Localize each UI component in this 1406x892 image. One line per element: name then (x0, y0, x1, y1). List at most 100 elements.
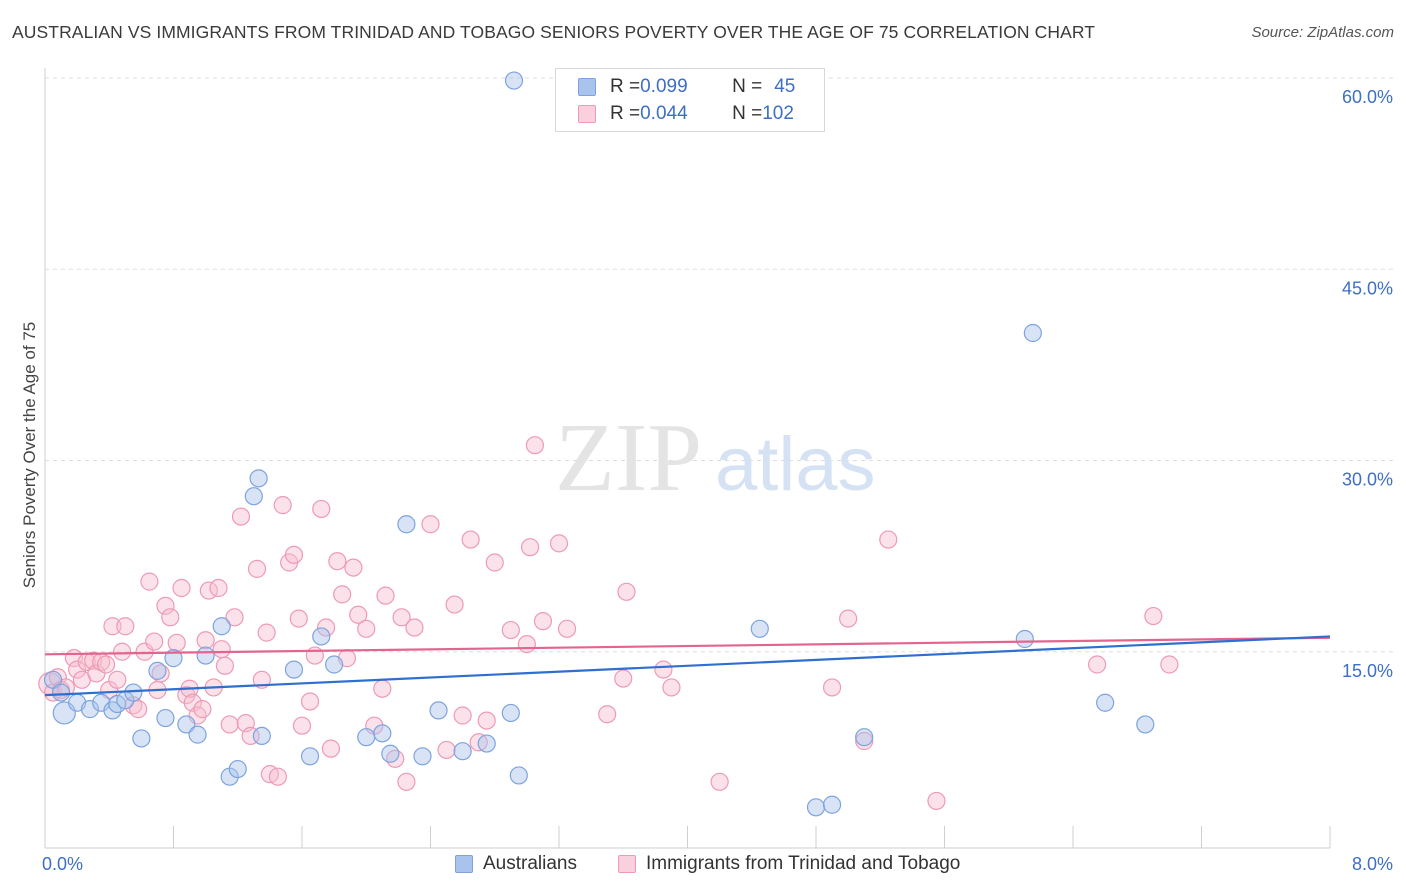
data-point (325, 655, 344, 674)
data-point (252, 726, 271, 746)
data-point (839, 609, 858, 628)
data-point (710, 772, 729, 791)
legend-swatch-pink (578, 105, 596, 123)
data-point (421, 515, 440, 534)
data-point (193, 700, 212, 719)
data-point (196, 631, 215, 650)
data-point (284, 545, 304, 564)
data-point (386, 749, 405, 768)
data-point (501, 620, 520, 640)
data-point (445, 595, 464, 614)
data-point (300, 692, 320, 711)
data-point (124, 683, 143, 702)
data-point (177, 715, 196, 734)
data-point (1160, 655, 1179, 674)
y-axis-label: Seniors Poverty Over the Age of 75 (20, 322, 39, 588)
correlation-legend: R = 0.099 N = 45 R = 0.044 N = 102 (555, 68, 825, 132)
data-point (806, 798, 826, 817)
trend-lines (44, 635, 1331, 697)
x-tick-label: 8.0% (1352, 854, 1393, 874)
data-point (80, 700, 100, 719)
data-point (247, 559, 267, 578)
data-point (429, 701, 448, 720)
data-point (196, 646, 215, 665)
data-point (453, 706, 472, 725)
data-point (927, 791, 946, 811)
data-point (1087, 655, 1107, 674)
data-point (212, 640, 231, 659)
legend-swatch-blue (578, 78, 596, 96)
data-point (140, 572, 159, 591)
watermark-atlas: atlas (715, 422, 876, 507)
bottom-legend-trinidad: Immigrants from Trinidad and Tobago (618, 851, 960, 877)
data-point (220, 715, 239, 734)
bottom-swatch-pink (618, 855, 636, 873)
data-point (156, 708, 175, 728)
y-tick-label: 60.0% (1342, 87, 1393, 107)
data-point (357, 619, 376, 638)
data-point (321, 739, 341, 758)
data-point (273, 496, 292, 515)
data-point (405, 618, 424, 637)
bottom-legend-australians: Australians (455, 851, 577, 877)
trend-line-trinidad (44, 636, 1331, 656)
data-point (148, 661, 167, 680)
data-point (145, 632, 164, 651)
data-point (51, 683, 71, 702)
data-point (461, 530, 480, 549)
legend-r-value: 0.044 (640, 103, 688, 124)
data-point (662, 678, 681, 697)
data-point (156, 596, 175, 615)
y-tick-label: 45.0% (1342, 278, 1393, 298)
data-point (284, 660, 304, 679)
data-point (1136, 715, 1155, 734)
data-point (96, 655, 116, 674)
data-point (292, 716, 312, 735)
legend-r-label: R = (610, 103, 641, 124)
bottom-swatch-blue (455, 855, 473, 873)
data-point (289, 609, 308, 628)
data-point (305, 646, 324, 665)
chart-title: AUSTRALIAN VS IMMIGRANTS FROM TRINIDAD A… (12, 22, 1096, 42)
data-point (357, 728, 376, 747)
data-point (161, 608, 180, 627)
data-point (68, 660, 87, 679)
data-point (520, 538, 540, 557)
data-point (1015, 629, 1034, 649)
data-point (103, 617, 122, 636)
data-point (477, 711, 496, 730)
data-point (268, 767, 288, 786)
data-point (437, 740, 456, 760)
bottom-legend-label: Immigrants from Trinidad and Tobago (646, 853, 961, 874)
data-point (228, 759, 247, 779)
x-tick-labels: 0.0% 8.0% (42, 854, 1393, 874)
legend-r-value: 0.099 (640, 76, 688, 97)
trend-line-australians (44, 635, 1331, 697)
y-tick-label: 30.0% (1342, 470, 1393, 490)
data-point (397, 772, 416, 791)
legend-n-value: 45 (774, 76, 796, 97)
axes (44, 68, 1331, 849)
data-point (333, 585, 352, 604)
data-point (212, 617, 231, 636)
legend-row-trinidad: R = 0.044 N = 102 (578, 101, 794, 127)
source-label: Source: ZipAtlas.com (1251, 24, 1394, 41)
data-point (209, 578, 228, 598)
data-point (164, 649, 183, 668)
legend-r-label: R = (610, 76, 641, 97)
data-point (855, 728, 874, 747)
data-point (504, 71, 524, 90)
legend-n-label: N = (732, 103, 763, 124)
data-point (344, 558, 363, 577)
data-point (617, 582, 636, 601)
data-point (215, 656, 234, 675)
grid-lines (45, 77, 1395, 653)
data-point (373, 679, 392, 698)
data-point (312, 627, 331, 646)
data-point (654, 660, 673, 679)
watermark-zip: ZIP (555, 404, 702, 512)
data-point (376, 586, 395, 605)
data-point (533, 612, 553, 631)
data-point (517, 634, 536, 654)
